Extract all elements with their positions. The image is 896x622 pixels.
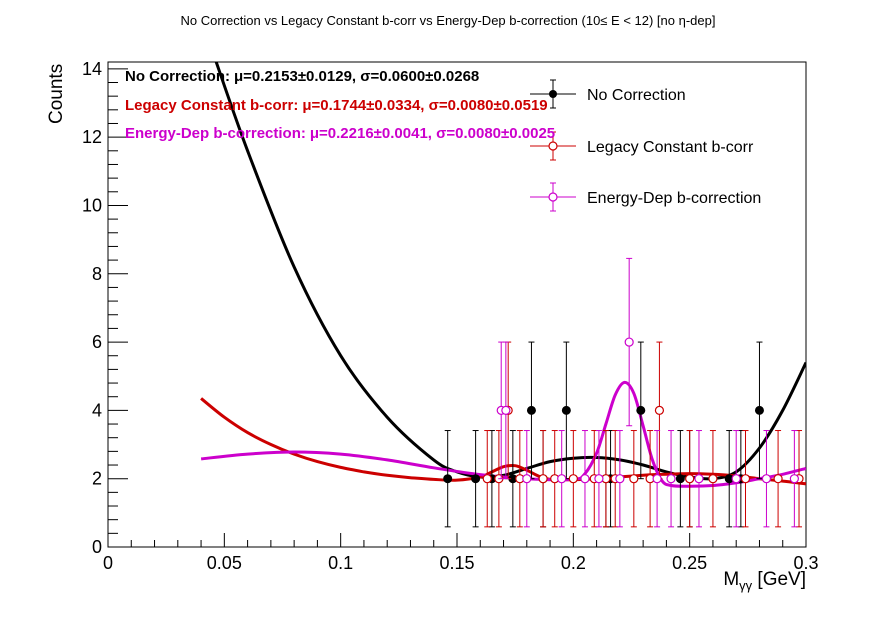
energy-dep-b-correction-point: [652, 474, 662, 484]
fit-result-text: Energy-Dep b-correction: μ=0.2216±0.0041,…: [125, 125, 555, 142]
x-axis-label-unit: [GeV]: [752, 569, 806, 590]
no-correction-point: [471, 474, 481, 484]
x-tick-label: 0.2: [561, 553, 586, 573]
fit-result-label: No Correction:: [125, 68, 230, 85]
energy-dep-b-correction-point: [594, 474, 604, 484]
fit-result-value: μ=0.2216±0.0041, σ=0.0080±0.0025: [310, 125, 555, 142]
fit-result-label: Energy-Dep b-correction:: [125, 125, 306, 142]
x-tick-label: 0.05: [207, 553, 242, 573]
no-correction-point: [561, 405, 571, 415]
energy-dep-b-correction-point: [761, 474, 772, 484]
fit-result-text: No Correction: μ=0.2153±0.0129, σ=0.0600±…: [125, 68, 479, 85]
x-axis-label-main: M: [723, 569, 739, 590]
fit-result-value: μ=0.1744±0.0334, σ=0.0080±0.0519: [302, 97, 547, 114]
legend: No Correction Legacy Constant b-corr Energ…: [530, 79, 761, 212]
energy-dep-b-correction-point: [666, 474, 676, 484]
legacy-constant-b-corr-legend-marker: [548, 141, 558, 151]
energy-dep-b-correction-fit-curve: [200, 380, 806, 488]
energy-dep-b-correction-point: [789, 474, 799, 484]
energy-dep-b-correction-point: [731, 474, 741, 484]
y-tick-label: 12: [82, 127, 102, 147]
legacy-constant-b-corr-point: [568, 474, 578, 484]
no-correction-point: [443, 474, 453, 484]
data-points: [443, 257, 804, 528]
x-tick-label: 0.25: [672, 553, 707, 573]
fit-result-value: μ=0.2153±0.0129, σ=0.0600±0.0268: [234, 68, 479, 85]
y-tick-label: 6: [92, 332, 102, 352]
no-correction-point: [636, 405, 646, 415]
legacy-constant-b-corr-point: [654, 405, 665, 415]
energy-dep-b-correction-point: [624, 337, 634, 347]
legacy-constant-b-corr-point: [708, 474, 718, 484]
fit-result-label: Legacy Constant b-corr:: [125, 97, 298, 114]
energy-dep-b-correction-legend-label: Energy-Dep b-correction: [587, 190, 761, 207]
chart-title: No Correction vs Legacy Constant b-corr …: [181, 13, 716, 28]
legacy-constant-b-corr-point: [740, 474, 751, 484]
axis-ticks: 0 0.05 0.1 0.15 0.2 0.25 0.3 0 2 4 6 8 10 12 14: [82, 59, 819, 573]
fit-curves: [200, 62, 806, 488]
x-tick-label: 0.3: [793, 553, 818, 573]
y-axis-label: Counts: [46, 64, 67, 124]
x-axis-label-sub: γγ: [739, 578, 753, 593]
no-correction-point: [526, 405, 536, 415]
legacy-constant-b-corr-point: [629, 474, 639, 484]
x-axis-label: Mγγ [GeV]: [723, 569, 806, 593]
y-tick-label: 2: [92, 469, 102, 489]
no-correction-point: [754, 405, 764, 415]
no-correction-fit-curve: [214, 62, 806, 481]
fit-results: No Correction: μ=0.2153±0.0129, σ=0.0600±…: [125, 68, 555, 142]
legacy-constant-b-corr-point: [773, 474, 783, 484]
energy-dep-b-correction-point: [501, 405, 511, 415]
legacy-constant-b-corr-point: [482, 474, 492, 484]
no-correction-legend-marker: [549, 90, 557, 98]
energy-dep-b-correction-point: [580, 474, 590, 484]
energy-dep-b-correction-point: [615, 474, 625, 484]
no-correction-legend-label: No Correction: [587, 87, 686, 104]
y-tick-label: 8: [92, 264, 102, 284]
y-tick-label: 14: [82, 59, 102, 79]
energy-dep-b-correction-point: [694, 474, 704, 484]
y-tick-label: 0: [92, 537, 102, 557]
legacy-constant-b-corr-point: [538, 474, 548, 484]
fit-result-text: Legacy Constant b-corr: μ=0.1744±0.0334, …: [125, 97, 548, 114]
energy-dep-b-correction-legend-marker: [548, 192, 558, 202]
x-tick-label: 0.15: [439, 553, 474, 573]
legacy-constant-b-corr-fit-curve: [200, 397, 806, 486]
no-correction-point: [675, 474, 685, 484]
legacy-constant-b-corr-legend-label: Legacy Constant b-corr: [587, 139, 754, 156]
y-tick-label: 10: [82, 195, 102, 215]
legacy-constant-b-corr-point: [685, 474, 695, 484]
y-tick-label: 4: [92, 400, 102, 420]
energy-dep-b-correction-point: [522, 474, 532, 484]
energy-dep-b-correction-point: [557, 474, 567, 484]
x-tick-label: 0: [103, 553, 113, 573]
x-tick-label: 0.1: [328, 553, 353, 573]
